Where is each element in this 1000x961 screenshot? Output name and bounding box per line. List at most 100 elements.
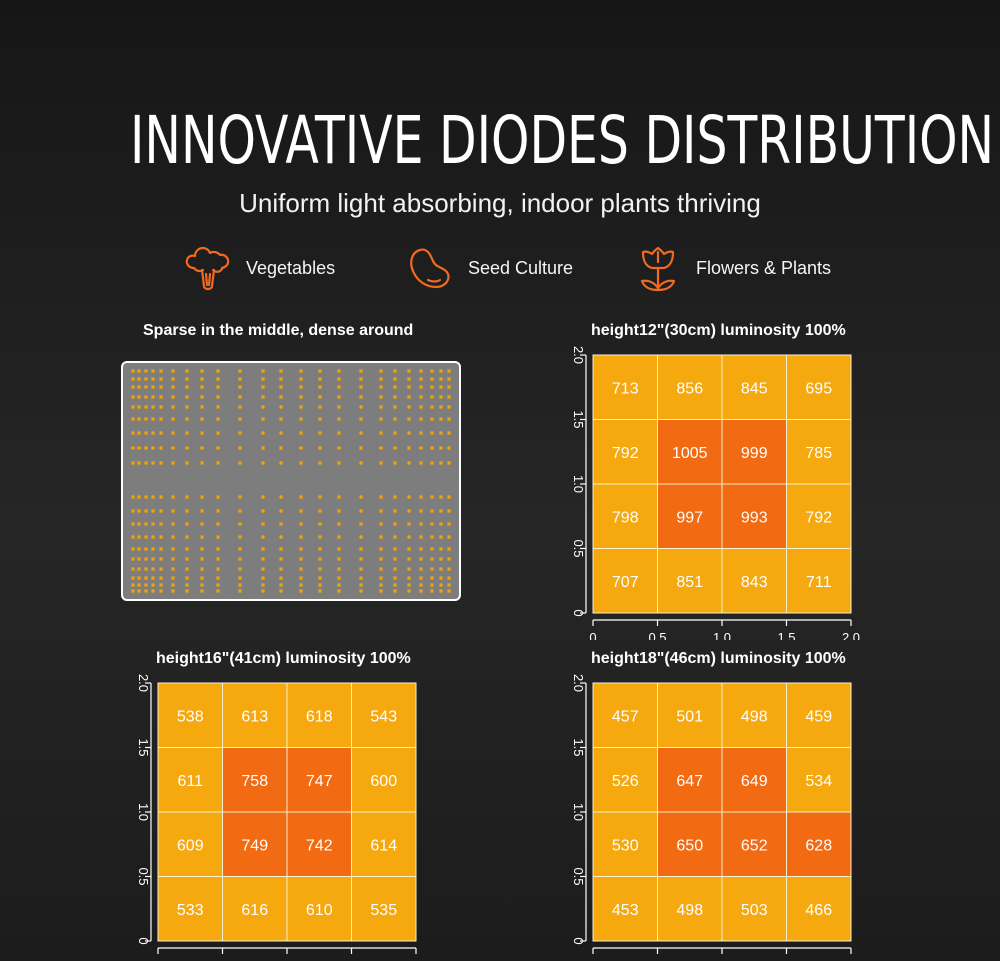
diode-dot: [430, 589, 434, 593]
y-tick-label: 0: [571, 609, 586, 616]
diode-dot: [131, 509, 135, 513]
diode-dot: [144, 583, 148, 587]
diode-dot: [407, 589, 411, 593]
diode-dot: [131, 446, 135, 450]
y-tick-label: 1.0: [136, 803, 151, 821]
heatmap-cell: [222, 747, 288, 813]
diode-dot: [261, 405, 265, 409]
diode-dot: [216, 557, 220, 561]
diode-dot: [216, 509, 220, 513]
diode-dot: [359, 535, 363, 539]
diode-dot: [337, 405, 341, 409]
diode-dot: [200, 377, 204, 381]
diode-dot: [407, 431, 411, 435]
diode-dot: [144, 395, 148, 399]
diode-dot: [185, 431, 189, 435]
diode-dot: [279, 589, 283, 593]
diode-dot: [185, 369, 189, 373]
diode-dot: [439, 535, 443, 539]
heatmap-value: 997: [676, 509, 703, 526]
heatmap-value: 647: [676, 773, 703, 790]
diode-dot: [419, 567, 423, 571]
diode-dot: [318, 369, 322, 373]
diode-dot: [439, 431, 443, 435]
diode-dot: [131, 495, 135, 499]
diode-dot: [318, 567, 322, 571]
heatmap-cell: [157, 811, 223, 877]
diode-dot: [144, 576, 148, 580]
diode-dot: [261, 583, 265, 587]
diode-dot: [359, 583, 363, 587]
diode-dot: [159, 385, 163, 389]
diode-dot: [407, 369, 411, 373]
diode-dot: [337, 369, 341, 373]
diode-dot: [151, 461, 155, 465]
diode-dot: [407, 522, 411, 526]
diode-dot: [131, 583, 135, 587]
diode-dot: [299, 395, 303, 399]
diode-dot: [430, 557, 434, 561]
diode-dot: [299, 567, 303, 571]
diode-dot: [137, 377, 141, 381]
heatmap-cell: [786, 876, 852, 942]
heatmap-30cm: 713 856 845 695 792 1005 999 785 798 997 993 792 707…: [571, 346, 860, 640]
x-tick-label: 0: [589, 630, 596, 640]
diode-dot: [439, 495, 443, 499]
diode-dot: [419, 369, 423, 373]
diode-dot: [379, 567, 383, 571]
diode-dot: [185, 576, 189, 580]
diode-dot: [393, 495, 397, 499]
diode-dot: [216, 395, 220, 399]
diode-dot: [137, 576, 141, 580]
diode-dot: [430, 431, 434, 435]
heatmap-value: 610: [306, 902, 333, 919]
diode-dot: [439, 417, 443, 421]
diode-dot: [318, 535, 322, 539]
diode-dot: [131, 522, 135, 526]
diode-dot: [171, 385, 175, 389]
diode-dot: [137, 431, 141, 435]
diode-dot: [216, 522, 220, 526]
diode-dot: [393, 583, 397, 587]
diode-dot: [337, 589, 341, 593]
diode-dot: [337, 535, 341, 539]
diode-dot: [238, 377, 242, 381]
diode-dot: [299, 461, 303, 465]
diode-dot: [151, 446, 155, 450]
diode-dot: [151, 405, 155, 409]
diode-dot: [419, 583, 423, 587]
diode-dot: [299, 522, 303, 526]
diode-dot: [144, 446, 148, 450]
diode-dot: [393, 417, 397, 421]
diode-dot: [359, 405, 363, 409]
diode-dot: [430, 567, 434, 571]
diode-dot: [299, 583, 303, 587]
diode-dot: [137, 385, 141, 389]
diode-dot: [430, 417, 434, 421]
diode-dot: [430, 583, 434, 587]
x-tick-label: 2.0: [407, 958, 425, 961]
diode-dot: [216, 461, 220, 465]
diode-dot: [171, 547, 175, 551]
diode-dot: [393, 395, 397, 399]
diode-dot: [144, 417, 148, 421]
diode-dot: [200, 589, 204, 593]
x-tick-label: 1.5: [777, 958, 795, 961]
diode-dot: [216, 589, 220, 593]
diode-dot: [430, 535, 434, 539]
diode-dot: [318, 522, 322, 526]
diode-dot: [379, 385, 383, 389]
diode-dot: [359, 589, 363, 593]
heatmap-cell: [786, 747, 852, 813]
diode-dot: [379, 431, 383, 435]
diode-dot: [379, 589, 383, 593]
diode-dot: [359, 495, 363, 499]
diode-dot: [279, 369, 283, 373]
diode-dot: [171, 522, 175, 526]
diode-dot: [447, 395, 451, 399]
diode-dot: [159, 446, 163, 450]
x-tick-label: 2.0: [842, 958, 860, 961]
diode-dot: [447, 369, 451, 373]
diode-dot: [137, 461, 141, 465]
diode-dot: [131, 431, 135, 435]
